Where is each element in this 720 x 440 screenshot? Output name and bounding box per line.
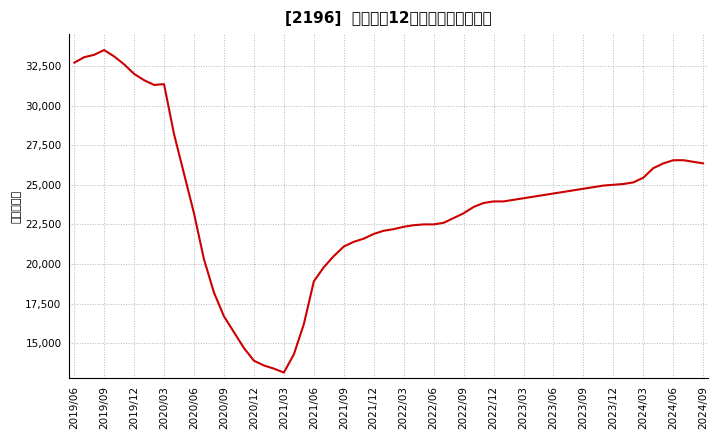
Y-axis label: （百万円）: （百万円） [11, 190, 21, 223]
Title: [2196]  売上高の12か月移動合計の推移: [2196] 売上高の12か月移動合計の推移 [285, 11, 492, 26]
